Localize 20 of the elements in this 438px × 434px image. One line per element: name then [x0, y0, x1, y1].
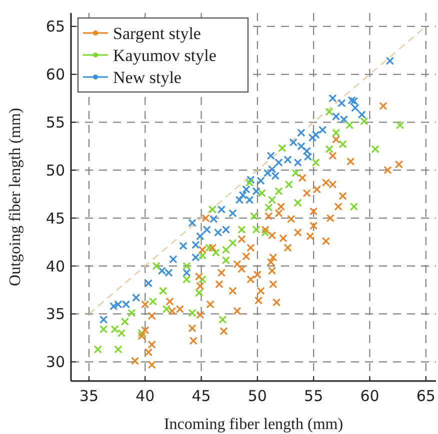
y-tick-label: 45 [46, 209, 65, 228]
legend-label: Kayumov style [113, 46, 216, 65]
legend-label: New style [113, 68, 182, 87]
x-tick-label: 65 [416, 387, 436, 405]
y-tick-label: 55 [46, 114, 65, 132]
x-tick-label: 60 [360, 387, 380, 405]
y-tick-label: 60 [46, 66, 65, 84]
x-tick-label: 35 [79, 387, 99, 405]
y-tick-label: 40 [46, 257, 65, 276]
x-tick-label: 45 [192, 387, 211, 405]
y-tick-label: 35 [46, 305, 65, 324]
x-axis-title: Incoming fiber length (mm) [164, 416, 344, 433]
x-tick-label: 55 [304, 387, 324, 405]
x-tick-label: 40 [136, 387, 155, 405]
legend-label: Sargent style [113, 24, 201, 43]
y-tick-label: 65 [46, 18, 65, 36]
y-tick-label: 30 [46, 353, 65, 372]
y-tick-label: 50 [46, 161, 65, 180]
x-tick-label: 50 [248, 387, 267, 405]
y-axis-title: Outgoing fiber length (mm) [7, 108, 24, 286]
